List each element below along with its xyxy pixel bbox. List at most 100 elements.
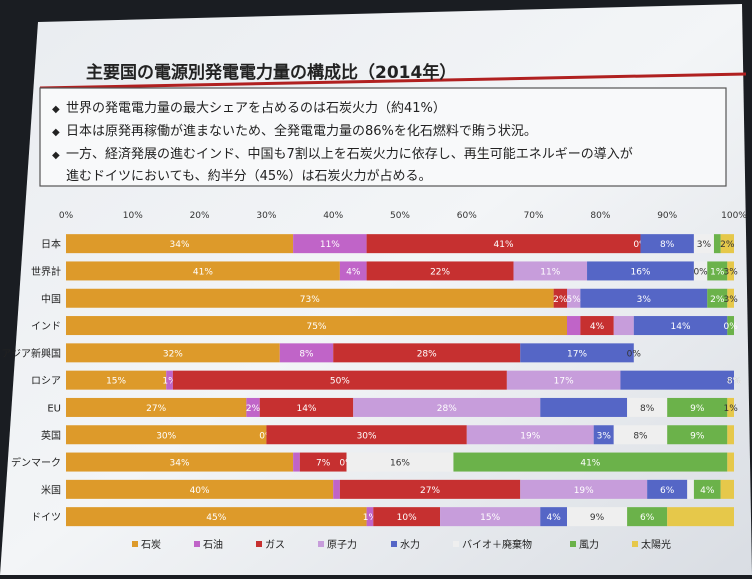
bar-segment [266,425,467,445]
bar-segment [513,261,588,281]
legend-label: 風力 [579,538,599,551]
bar-segment [172,370,507,390]
data-label: 14% [296,404,316,414]
x-tick-label: 20% [190,211,210,221]
bar-segment [613,316,634,336]
data-label: 75% [306,322,326,332]
data-label: 4% [590,322,605,332]
data-label: 14% [671,322,691,332]
data-label: 3% [697,240,712,250]
bar-segment [466,425,594,445]
data-label: 16% [630,267,650,277]
bar-segment [506,370,621,390]
bar-segment [727,261,734,281]
data-label: 2% [720,240,735,250]
bar-segment [520,343,634,363]
data-label: 28% [437,404,457,414]
data-label: 8% [633,431,648,441]
bar-segment [640,234,694,254]
data-label: 15% [106,377,126,387]
y-category-label: 世界計 [31,265,61,278]
data-label: 50% [330,377,350,387]
data-label: 3% [724,267,739,277]
bar-segment [667,397,728,417]
bullet-list: ◆ 世界の発電電力量の最大シェアを占めるのは石炭火力（約41%） ◆ 日本は原発… [52,101,633,184]
y-category-label: ドイツ [31,513,61,524]
data-label: 0% [627,349,642,359]
data-label: 2% [710,295,725,305]
y-category-label: ロシア [31,376,61,387]
data-label: 32% [163,349,183,359]
legend-swatch [194,541,200,547]
data-label: 2% [246,404,261,414]
y-category-label: EU [47,403,61,414]
data-label: 9% [690,404,705,414]
data-label: 4% [546,513,561,523]
bar-segment [166,370,173,390]
bullet-marker: ◆ [52,104,60,115]
legend-swatch [391,541,397,547]
bar-segment [693,479,721,499]
title-underline [39,72,747,90]
data-label: 8% [727,377,742,387]
bar-segment [66,261,340,281]
data-label: 34% [170,240,190,250]
data-label: 17% [567,349,587,359]
data-label: 0% [724,322,739,332]
y-category-label: デンマーク [11,456,61,469]
bar-segment [593,425,614,445]
legend-label: 石炭 [141,539,161,551]
data-label: 6% [640,513,655,523]
legend-label: ガス [265,539,285,551]
x-tick-label: 30% [256,211,276,221]
legend-swatch [132,541,138,547]
bar-segment [66,316,567,336]
data-label: 27% [146,404,166,414]
x-tick-label: 80% [590,211,610,221]
bullet-3-cont: 進むドイツにおいても、約半分（45%）は石炭火力が占める。 [66,169,431,184]
bar-segment [580,288,708,308]
bar-segment [647,479,688,499]
bar-segment [66,425,267,445]
legend-label: 石油 [203,538,223,551]
bar-segment [66,343,280,363]
data-label: 1% [363,513,378,523]
data-label: 8% [640,404,655,414]
bar-segment [339,479,521,499]
data-label: 8% [660,240,675,250]
bar-segment [613,425,668,445]
bar-segment [440,507,541,527]
x-tick-label: 0% [59,211,74,221]
bar-segment [540,507,567,527]
bar-segment [366,261,514,281]
bar-segment [720,479,734,499]
data-label: 34% [170,459,190,469]
x-tick-label: 70% [524,211,544,221]
legend-swatch [632,541,638,547]
bar-segment [259,397,354,417]
bar-segment [333,479,340,499]
data-label: 1% [162,377,177,387]
bar-segment [540,397,628,417]
bar-segment [587,261,694,281]
legend-swatch [570,541,576,547]
bar-segment [279,343,334,363]
data-label: 73% [300,295,320,305]
bar-segment [66,452,294,472]
bar-segment [567,507,628,527]
legend-label: 水力 [400,538,420,551]
data-label: 22% [430,267,450,277]
y-category-label: アジア新興国 [1,347,61,360]
bar-segment [727,397,734,417]
bar-segment [633,316,728,336]
bar-segment [66,288,554,308]
bullet-box [39,87,727,187]
bar-segment [567,316,581,336]
bar-segment [693,261,708,281]
data-label: 3% [637,295,652,305]
y-category-label: 日本 [41,238,61,251]
data-label: 30% [357,431,377,441]
legend-swatch [453,541,459,547]
data-label: 11% [320,240,340,250]
data-label: 9% [690,431,705,441]
